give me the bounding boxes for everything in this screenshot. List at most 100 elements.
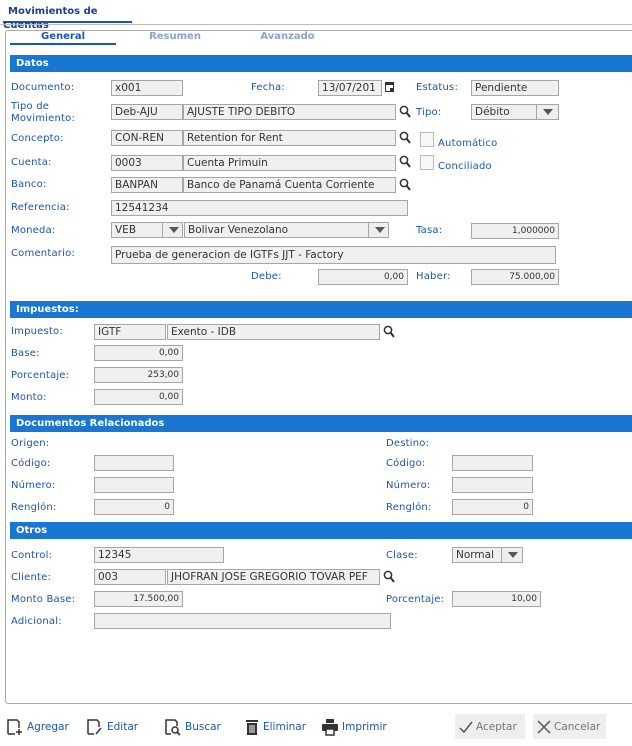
concepto-label: Concepto: [11, 133, 64, 144]
fecha-input[interactable]: 13/07/201 [318, 80, 382, 96]
concepto-desc: Retention for Rent [183, 130, 396, 146]
cliente-desc: JHOFRAN JOSE GREGORIO TOVAR PEF [167, 569, 380, 585]
section-otros-header: Otros [10, 522, 632, 539]
control-label: Control: [11, 550, 53, 561]
destino-renglon-label: Renglón: [386, 502, 432, 513]
referencia-input[interactable]: 12541234 [111, 200, 408, 216]
search-icon[interactable] [399, 131, 411, 145]
impuesto-code[interactable]: IGTF [94, 324, 166, 340]
cuenta-code[interactable]: 0003 [111, 155, 183, 171]
cliente-label: Cliente: [11, 572, 52, 583]
tipo-movimiento-label-1: Tipo de [11, 101, 50, 112]
banco-desc: Banco de Panamá Cuenta Corriente [183, 177, 396, 193]
destino-numero-input[interactable] [452, 477, 533, 493]
aceptar-label: Aceptar [476, 720, 517, 733]
imprimir-label: Imprimir [342, 721, 387, 733]
tab-general[interactable]: General [10, 31, 116, 45]
chevron-down-icon[interactable] [536, 105, 558, 119]
base-input: 0,00 [94, 345, 183, 361]
window-tab[interactable]: Movimientos de Cuentas [3, 5, 132, 31]
eliminar-button[interactable]: Eliminar [244, 716, 306, 738]
origen-codigo-input[interactable] [94, 455, 174, 471]
automatico-checkbox[interactable] [420, 132, 434, 147]
monto-input: 0,00 [94, 389, 183, 405]
origen-renglon-label: Renglón: [11, 502, 57, 513]
section-documentos-header: Documentos Relacionados [10, 415, 632, 432]
porcentaje-label: Porcentaje: [11, 370, 70, 381]
check-icon [459, 721, 473, 733]
documento-label: Documento: [11, 82, 75, 93]
chevron-down-icon[interactable] [368, 223, 388, 237]
tipo-movimiento-desc: AJUSTE TIPO DEBITO [183, 104, 396, 120]
tipo-select[interactable]: Débito [471, 104, 559, 120]
search-icon[interactable] [383, 570, 395, 584]
tipo-movimiento-label-2: Movimiento: [11, 113, 76, 124]
haber-label: Haber: [416, 271, 451, 282]
editar-button[interactable]: Editar [86, 716, 138, 738]
eliminar-label: Eliminar [263, 721, 307, 733]
adicional-input[interactable] [94, 613, 391, 629]
search-icon[interactable] [399, 178, 411, 192]
editar-label: Editar [107, 721, 139, 733]
control-input[interactable]: 12345 [94, 547, 224, 563]
search-icon[interactable] [399, 105, 411, 119]
destino-numero-label: Número: [386, 480, 431, 491]
monto-base-label: Monto Base: [11, 594, 76, 605]
clase-select[interactable]: Normal [452, 547, 523, 563]
search-document-icon [165, 719, 181, 736]
chevron-down-icon[interactable] [501, 548, 522, 562]
tipo-movimiento-code[interactable]: Deb-AJU [111, 104, 183, 120]
buscar-button[interactable]: Buscar [164, 716, 221, 738]
close-icon [537, 719, 551, 734]
banco-label: Banco: [11, 179, 47, 190]
debe-label: Debe: [251, 271, 282, 282]
clase-value: Normal [456, 549, 494, 561]
haber-input: 75.000,00 [471, 269, 559, 285]
aceptar-button[interactable]: Aceptar [455, 714, 525, 739]
moneda-desc-select[interactable]: Bolivar Venezolano [184, 222, 389, 238]
banco-code[interactable]: BANPAN [111, 177, 183, 193]
otros-porcentaje-input[interactable]: 10,00 [452, 591, 541, 607]
cancelar-button[interactable]: Cancelar [533, 714, 606, 739]
cliente-code[interactable]: 003 [94, 569, 166, 585]
origen-numero-input[interactable] [94, 477, 174, 493]
imprimir-button[interactable]: Imprimir [321, 716, 387, 738]
search-icon[interactable] [399, 155, 411, 169]
comentario-label: Comentario: [11, 248, 75, 259]
adicional-label: Adicional: [11, 616, 62, 627]
calendar-icon[interactable] [385, 82, 394, 92]
comentario-input[interactable]: Prueba de generacion de IGTFs JJT - Fact… [111, 246, 556, 264]
destino-codigo-label: Código: [386, 458, 426, 469]
search-icon[interactable] [383, 325, 395, 339]
estatus-input: Pendiente [471, 80, 559, 96]
origen-renglon-input[interactable]: 0 [94, 499, 174, 515]
documento-input[interactable]: x001 [111, 80, 183, 96]
edit-icon [87, 719, 102, 735]
base-label: Base: [11, 348, 40, 359]
fecha-label: Fecha: [251, 82, 285, 93]
trash-icon [246, 720, 258, 735]
section-impuestos-header: Impuestos: [10, 301, 632, 318]
tasa-label: Tasa: [416, 225, 443, 236]
tab-avanzado[interactable]: Avanzado [260, 31, 315, 42]
origen-numero-label: Número: [11, 480, 56, 491]
add-document-icon [7, 719, 22, 735]
agregar-button[interactable]: Agregar [6, 716, 69, 738]
moneda-code-select[interactable]: VEB [111, 222, 183, 238]
section-datos-header: Datos [10, 55, 632, 72]
tipo-value: Débito [475, 106, 510, 118]
tab-resumen[interactable]: Resumen [149, 31, 201, 42]
cuenta-label: Cuenta: [11, 157, 52, 168]
origen-label: Origen: [11, 438, 50, 449]
moneda-desc: Bolivar Venezolano [188, 224, 289, 236]
conciliado-checkbox[interactable] [420, 155, 434, 170]
destino-codigo-input[interactable] [452, 455, 533, 471]
destino-renglon-input[interactable]: 0 [452, 499, 533, 515]
concepto-code[interactable]: CON-REN [111, 130, 183, 146]
chevron-down-icon[interactable] [162, 223, 182, 237]
form-panel [5, 30, 632, 704]
agregar-label: Agregar [27, 721, 69, 733]
window-title: Movimientos de Cuentas [3, 6, 98, 31]
monto-label: Monto: [11, 392, 47, 403]
tasa-input[interactable]: 1,000000 [471, 223, 559, 239]
